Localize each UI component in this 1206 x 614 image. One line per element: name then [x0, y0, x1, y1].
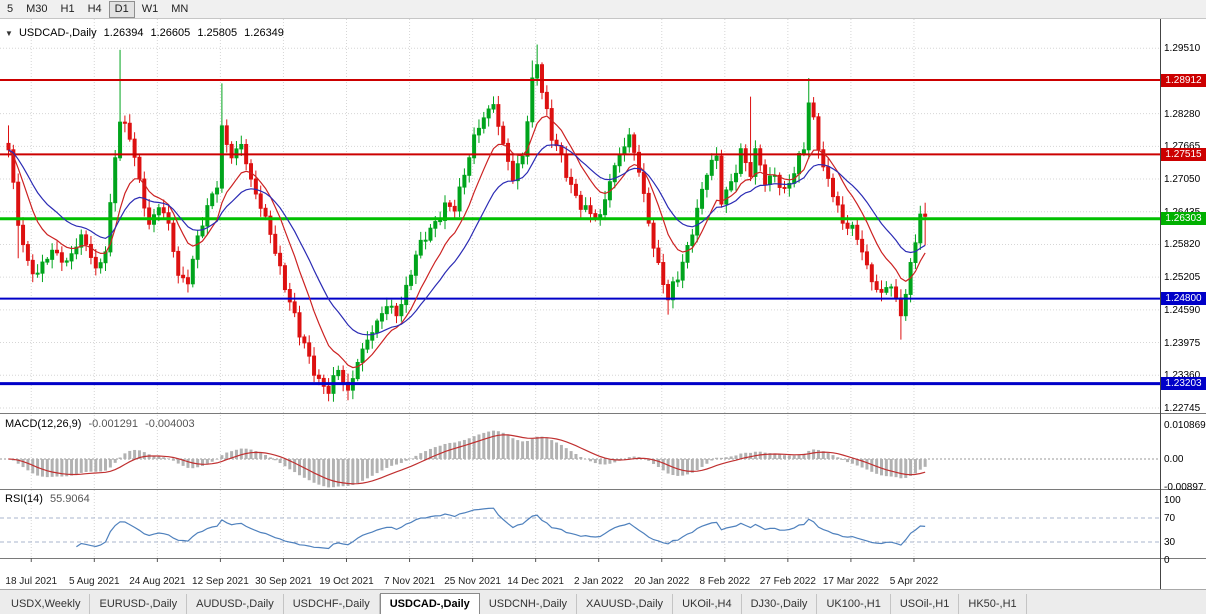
tab-usoil-h1[interactable]: USOil-,H1 — [891, 594, 960, 614]
ma-slow-line — [8, 144, 926, 336]
price-line-badge: 1.28912 — [1161, 73, 1206, 87]
date-label: 19 Oct 2021 — [319, 576, 374, 587]
rsi-axis-label: 70 — [1164, 513, 1176, 524]
price-axis-label: 1.24590 — [1164, 304, 1201, 316]
timeframe-button-h1[interactable]: H1 — [60, 2, 75, 15]
price-line-badge: 1.24800 — [1161, 292, 1206, 306]
ohlc-low: 1.25805 — [197, 27, 238, 39]
macd-axis-label: 0.00 — [1164, 454, 1184, 465]
chart-symbol-period: USDCAD-,Daily — [18, 27, 97, 39]
timeframe-button-m30[interactable]: M30 — [26, 2, 48, 15]
price-axis-label: 1.27665 — [1164, 141, 1200, 152]
macd-signal-value: -0.004003 — [145, 418, 195, 430]
timeframe-toolbar: 5 M30 H1 H4 D1 W1 MN — [0, 0, 1206, 19]
chevron-down-icon[interactable]: ▼ — [5, 29, 13, 38]
date-label: 30 Sep 2021 — [255, 576, 312, 587]
horizontal-level-lines[interactable] — [0, 79, 1160, 386]
price-axis-label: 1.25205 — [1164, 272, 1201, 284]
tab-eurusd-daily[interactable]: EURUSD-,Daily — [90, 594, 188, 614]
ohlc-high: 1.26605 — [150, 27, 191, 39]
tab-usdchf-daily[interactable]: USDCHF-,Daily — [284, 594, 380, 614]
rsi-value: 55.9064 — [49, 493, 90, 505]
tab-hk50-h1[interactable]: HK50-,H1 — [959, 594, 1027, 614]
ma-fast-line — [8, 115, 926, 369]
price-axis-label: 1.27050 — [1164, 174, 1201, 186]
tab-dj30-daily[interactable]: DJ30-,Daily — [742, 594, 818, 614]
chart-window[interactable]: ▼ USDCAD-,Daily 1.26394 1.26605 1.25805 … — [0, 19, 1206, 589]
tab-usdcnh-daily[interactable]: USDCNH-,Daily — [480, 594, 578, 614]
chart-title: ▼ USDCAD-,Daily 1.26394 1.26605 1.25805 … — [5, 27, 288, 39]
ohlc-open: 1.26394 — [103, 27, 144, 39]
price-axis-label: 1.23360 — [1164, 370, 1201, 382]
date-label: 5 Aug 2021 — [68, 576, 120, 587]
date-label: 7 Nov 2021 — [383, 576, 436, 587]
tab-audusd-daily[interactable]: AUDUSD-,Daily — [187, 594, 284, 614]
timeframe-button-mn[interactable]: MN — [171, 2, 189, 15]
chart-canvas[interactable] — [0, 19, 1206, 589]
date-label: 12 Sep 2021 — [192, 576, 249, 587]
timeframe-button-5[interactable]: 5 — [7, 2, 14, 15]
ohlc-close: 1.26349 — [244, 27, 284, 39]
tab-xauusd-daily[interactable]: XAUUSD-,Daily — [577, 594, 674, 614]
price-axis-label: 1.25820 — [1164, 239, 1201, 251]
date-label: 25 Nov 2021 — [444, 576, 501, 587]
macd-axis-label: -0.00897 — [1164, 482, 1204, 494]
date-label: 20 Jan 2022 — [634, 576, 690, 587]
date-label: 2 Jan 2022 — [573, 576, 624, 587]
timeframe-button-d1[interactable]: D1 — [108, 0, 135, 18]
tab-usdcad-daily[interactable]: USDCAD-,Daily — [379, 593, 480, 614]
macd-axis-label: 0.010869 — [1164, 420, 1206, 432]
rsi-line — [76, 507, 926, 550]
rsi-axis-label: 0 — [1164, 555, 1170, 566]
price-axis-label: 1.28280 — [1164, 108, 1201, 120]
price-line-badge: 1.26303 — [1161, 212, 1206, 226]
timeframe-button-h4[interactable]: H4 — [87, 2, 102, 15]
macd-pane-title: MACD(12,26,9) -0.001291 -0.004003 — [5, 418, 199, 430]
tab-uk100-h1[interactable]: UK100-,H1 — [817, 594, 891, 614]
date-label: 27 Feb 2022 — [759, 576, 816, 587]
date-label: 8 Feb 2022 — [699, 576, 751, 587]
timeframe-button-w1[interactable]: W1 — [141, 2, 159, 15]
macd-main-value: -0.001291 — [88, 418, 139, 430]
price-axis-label: 1.29510 — [1164, 43, 1201, 55]
date-label: 5 Apr 2022 — [889, 576, 939, 587]
macd-signal-line — [8, 434, 926, 485]
price-axis-label: 1.23975 — [1164, 337, 1201, 349]
price-axis-label: 1.22745 — [1164, 402, 1201, 414]
time-axis[interactable]: 18 Jul 2021 5 Aug 2021 24 Aug 2021 12 Sep 2… — [0, 559, 1160, 589]
date-label: 14 Dec 2021 — [507, 576, 564, 587]
chart-tab-bar: USDX,Weekly EURUSD-,Daily AUDUSD-,Daily USD… — [0, 589, 1206, 614]
date-label: 24 Aug 2021 — [129, 576, 186, 587]
date-label: 18 Jul 2021 — [5, 576, 58, 587]
rsi-pane-title: RSI(14) 55.9064 — [5, 493, 94, 505]
candlesticks — [6, 44, 928, 402]
grid-lines — [0, 19, 1160, 558]
tab-ukoil-h4[interactable]: UKOil-,H4 — [673, 594, 742, 614]
rsi-axis-label: 100 — [1164, 495, 1181, 506]
price-axis-label: 1.26435 — [1164, 207, 1200, 218]
tab-usdx-weekly[interactable]: USDX,Weekly — [2, 594, 91, 614]
date-label: 17 Mar 2022 — [822, 576, 879, 587]
price-line-badge: 1.23203 — [1161, 377, 1206, 391]
rsi-axis-label: 30 — [1164, 537, 1176, 548]
price-line-badge: 1.27515 — [1161, 147, 1206, 161]
price-axis[interactable]: 1.29510 1.28280 1.27665 1.27050 1.26435 1.258… — [1161, 19, 1206, 589]
macd-label: MACD(12,26,9) — [5, 418, 82, 430]
rsi-label: RSI(14) — [5, 493, 43, 505]
